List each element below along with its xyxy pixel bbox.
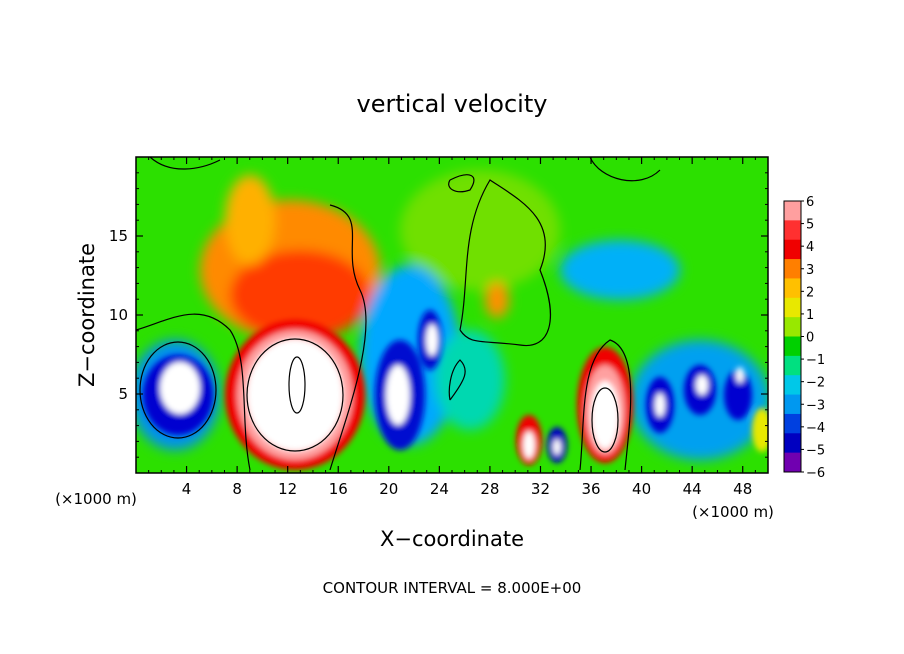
contour-zero-b xyxy=(329,204,367,471)
x-tick-label: 12 xyxy=(278,480,297,498)
x-tick-label: 20 xyxy=(379,480,398,498)
x-tick-label: 32 xyxy=(531,480,550,498)
x-axis-label: X−coordinate xyxy=(380,527,524,551)
updraft-bottom-right xyxy=(752,408,768,452)
contour-top-a xyxy=(149,157,221,170)
downdraft-24km-core xyxy=(426,324,438,356)
colorbar: 6 5 4 3 2 1 0 −1 −2 −3 −4 −5 −6 xyxy=(783,195,825,481)
colorbar-swatch xyxy=(784,355,801,376)
colorbar-swatch xyxy=(784,413,801,434)
x-tick-label: 16 xyxy=(329,480,348,498)
contour-top-c xyxy=(448,174,475,193)
x-tick-label: 44 xyxy=(683,480,702,498)
x-tick-label: 36 xyxy=(581,480,600,498)
colorbar-label: 0 xyxy=(806,331,814,346)
downdraft-33km-core xyxy=(553,439,561,455)
colorbar-label: −5 xyxy=(806,443,825,458)
updraft-mid-small xyxy=(485,282,509,318)
updraft-30km-core xyxy=(523,431,535,459)
downdraft-48km-blue xyxy=(724,370,752,420)
colorbar-swatch xyxy=(784,433,801,454)
colorbar-label: −6 xyxy=(806,466,825,481)
downdraft-48km-core xyxy=(736,367,744,383)
contour-main-inner xyxy=(288,356,306,414)
colorbar-swatch xyxy=(784,201,801,221)
colorbar-swatch xyxy=(784,220,801,241)
updraft-37km-core xyxy=(591,381,619,449)
contour-lines xyxy=(136,157,661,471)
x-tick-label: 24 xyxy=(430,480,449,498)
downdraft-41km-core xyxy=(655,393,665,417)
colorbar-label: 2 xyxy=(806,285,814,300)
colorbar-label: 6 xyxy=(806,195,814,210)
colorbar-swatch xyxy=(784,375,801,396)
x-tick-label: 4 xyxy=(182,480,192,498)
colorbar-swatch xyxy=(784,317,801,337)
contour-interval-footer: CONTOUR INTERVAL = 8.000E+00 xyxy=(323,579,582,597)
x-unit-label-right: (×1000 m) xyxy=(692,503,774,521)
x-tick-label: 48 xyxy=(733,480,752,498)
x-tick-label: 28 xyxy=(480,480,499,498)
x-tick-label: 40 xyxy=(632,480,651,498)
contour-left xyxy=(139,341,217,439)
x-tick-label: 8 xyxy=(232,480,242,498)
colorbar-label: 5 xyxy=(806,218,814,233)
contour-top-b xyxy=(589,157,661,182)
x-unit-label-left: (×1000 m) xyxy=(55,490,137,508)
y-axis: 5 10 15 xyxy=(109,172,768,458)
updraft-tower-left xyxy=(225,175,275,265)
contour-zero-e xyxy=(579,339,632,471)
contour-zero-a xyxy=(136,313,251,471)
x-axis: 4 8 12 16 20 24 28 32 36 40 44 48 xyxy=(148,157,756,498)
colorbar-swatch xyxy=(784,336,801,357)
colorbar-swatch xyxy=(784,278,801,299)
colorbar-label: 3 xyxy=(806,263,814,278)
y-axis-label: Z−coordinate xyxy=(75,243,99,387)
contour-37km xyxy=(591,387,619,453)
y-tick-label: 15 xyxy=(109,227,128,245)
colorbar-swatch xyxy=(784,452,801,473)
colorbar-label: 1 xyxy=(806,308,814,323)
contour-main-outer xyxy=(246,338,344,452)
updraft-upper-core xyxy=(230,250,370,340)
colorbar-swatch xyxy=(784,259,801,279)
colorbar-label: −1 xyxy=(806,353,825,368)
updraft-main-core xyxy=(247,339,343,451)
colorbar-label: −4 xyxy=(806,421,825,436)
colorbar-label: 4 xyxy=(806,240,814,255)
contour-zero-c xyxy=(459,179,551,347)
y-tick-label: 5 xyxy=(118,385,128,403)
velocity-field xyxy=(136,157,768,473)
colorbar-label: −3 xyxy=(806,398,825,413)
cyan-band xyxy=(435,330,505,430)
downdraft-upper-right xyxy=(560,240,680,300)
downdraft-left-core xyxy=(160,362,200,414)
colorbar-label: −2 xyxy=(806,376,825,391)
contour-zero-d xyxy=(448,359,466,401)
chart-title: vertical velocity xyxy=(357,90,548,118)
colorbar-swatch xyxy=(784,394,801,415)
downdraft-20km-core xyxy=(386,365,410,425)
downdraft-45km-core xyxy=(696,375,708,395)
colorbar-swatch xyxy=(784,297,801,318)
y-tick-label: 10 xyxy=(109,306,128,324)
colorbar-swatch xyxy=(784,239,801,260)
